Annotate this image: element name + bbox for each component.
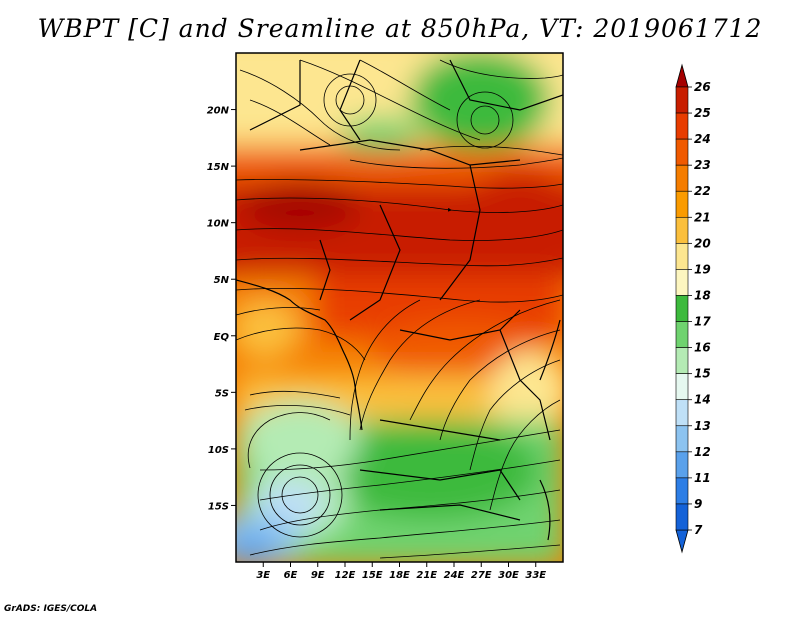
lat-tick-label: 15S [208, 501, 229, 512]
lon-tick-label: 12E [335, 570, 356, 581]
colorbar-segment [675, 347, 689, 374]
wbpt-shading [236, 53, 563, 562]
colorbar-segment [675, 190, 689, 218]
colorbar-segment [675, 243, 689, 270]
colorbar-label: 14 [694, 393, 711, 407]
colorbar-label: 24 [694, 132, 711, 146]
lon-tick-label: 21E [416, 570, 437, 581]
lon-tick-label: 27E [471, 570, 492, 581]
lon-tick-label: 30E [498, 570, 519, 581]
colorbar-segment [675, 477, 689, 505]
colorbar-label: 11 [694, 471, 711, 485]
lon-tick-label: 6E [284, 570, 298, 581]
lat-tick-label: 15N [207, 162, 230, 173]
colorbar-segment [675, 295, 689, 322]
lat-tick-label: 5N [214, 275, 230, 286]
colorbar-label: 21 [694, 210, 711, 224]
lat-tick-label: 5S [215, 388, 229, 399]
lat-tick-label: 20N [207, 106, 230, 117]
colorbar-label: 17 [694, 315, 711, 329]
colorbar-segment [675, 269, 689, 296]
colorbar-segment [675, 503, 689, 531]
colorbar-label: 9 [694, 497, 702, 511]
colorbar-label: 7 [694, 523, 703, 537]
colorbar-segment [675, 164, 689, 192]
colorbar-segment [675, 138, 689, 166]
colorbar-label: 19 [694, 262, 711, 276]
lon-tick-label: 15E [362, 570, 383, 581]
colorbar-label: 22 [694, 184, 711, 198]
lon-tick-label: 18E [389, 570, 410, 581]
colorbar-label: 23 [694, 158, 711, 172]
lat-tick-label: 10N [207, 219, 230, 230]
country-borders [236, 59, 563, 541]
colorbar: 26 25 24 23 22 21 20 19 18 17 16 15 14 13 12 11 9 7 [675, 63, 711, 554]
colorbar-segment [675, 112, 689, 140]
colorbar-top-arrow [675, 63, 689, 88]
chart-title: WBPT [C] and Sreamline at 850hPa, VT: 20… [37, 14, 763, 43]
latitude-axis: 20N 15N 10N 5N EQ 5S 10S 15S [207, 106, 236, 512]
colorbar-label: 20 [694, 236, 711, 250]
lat-tick-label: 10S [208, 445, 229, 456]
colorbar-segment [675, 451, 689, 479]
longitude-axis: 3E 6E 9E 12E 15E 18E 21E 24E 27E 30E 33E [256, 562, 546, 581]
colorbar-label: 13 [694, 419, 711, 433]
colorbar-label: 25 [694, 106, 711, 120]
lat-tick-label: EQ [214, 332, 230, 343]
lon-tick-label: 3E [256, 570, 270, 581]
colorbar-bottom-arrow [675, 529, 689, 554]
grads-credit: GrADS: IGES/COLA [4, 604, 98, 614]
colorbar-segment [675, 373, 689, 401]
colorbar-segment [675, 399, 689, 427]
colorbar-segment [675, 321, 689, 348]
colorbar-segment [675, 86, 689, 114]
colorbar-segment [675, 425, 689, 453]
lon-tick-label: 33E [525, 570, 546, 581]
lon-tick-label: 24E [444, 570, 465, 581]
colorbar-label: 15 [694, 367, 711, 381]
lon-tick-label: 9E [311, 570, 325, 581]
colorbar-label: 18 [694, 288, 711, 302]
colorbar-label: 26 [694, 80, 711, 94]
colorbar-segment [675, 216, 689, 244]
colorbar-label: 16 [694, 341, 711, 355]
colorbar-label: 12 [694, 445, 711, 459]
